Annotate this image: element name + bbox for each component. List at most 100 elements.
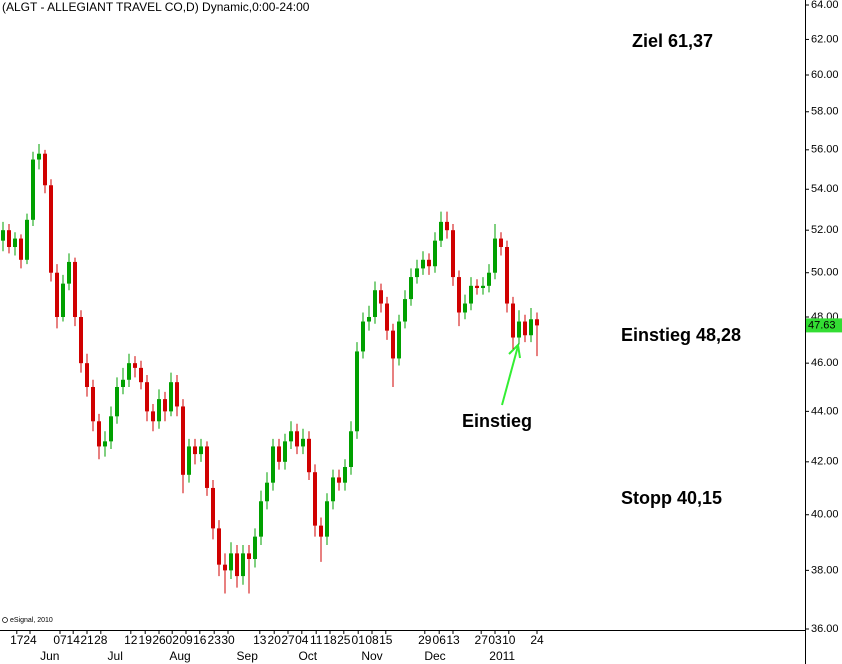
x-tick-label: 19 [139,633,153,647]
candle-body [1,230,5,241]
month-label: Sep [237,649,259,663]
candle-body [391,330,395,359]
x-tick-label: 20 [268,633,282,647]
candle-body [115,386,119,417]
candle-body [175,382,179,407]
x-tick-label: 21 [80,633,94,647]
x-tick-label: 27 [281,633,295,647]
candle-body [307,438,311,473]
candle-body [127,363,131,380]
candle-body [373,290,377,317]
x-tick-label: 11 [310,633,323,647]
x-tick-label: 13 [253,633,267,647]
candle-body [49,185,53,273]
x-tick-label: 10 [502,633,516,647]
candle-body [79,317,83,364]
candle-body [361,321,365,352]
candle-body [253,536,257,560]
candle-body [493,238,497,273]
candle-body [265,482,269,502]
candle-body [7,230,11,248]
candle-body [421,259,425,269]
y-tick-label: 36.00 [811,623,839,635]
candle-body [19,238,23,260]
x-tick-label: 07 [53,633,67,647]
x-tick-label: 23 [208,633,222,647]
candle-body [193,446,197,455]
candle-body [385,303,389,331]
last-price-box [806,318,842,333]
candle-body [85,363,89,387]
copyright-icon [2,617,8,623]
candle-body [451,230,455,278]
candle-body [367,317,371,322]
y-tick-label: 44.00 [811,405,839,417]
x-tick-label: 01 [352,633,366,647]
candle-body [301,438,305,447]
x-tick-label: 08 [365,633,379,647]
month-label: Jul [108,649,123,663]
x-tick-label: 03 [488,633,502,647]
y-tick-label: 56.00 [811,144,839,156]
candle-body [151,411,155,422]
arrow [501,342,521,406]
x-tick-label: 14 [67,633,81,647]
x-tick-label: 04 [295,633,309,647]
candle-body [97,421,101,447]
candle-body [487,272,491,286]
candle-body [319,525,323,537]
candle-body [337,477,341,483]
candle-body [325,501,329,537]
candle-body [295,431,299,447]
candle-body [505,247,509,304]
y-tick-label: 62.00 [811,33,839,45]
month-label: 2011 [489,649,515,663]
candle-body [121,379,125,387]
candle-body [331,477,335,502]
candle-body [145,382,149,412]
candle-body [313,472,317,526]
y-tick-label: 40.00 [811,509,839,521]
annotation: Ziel 61,37 [632,31,713,51]
candle-body [187,446,191,475]
x-tick-label: 15 [379,633,393,647]
x-tick-label: 26 [152,633,166,647]
candle-body [523,321,527,336]
candle-body [235,553,239,577]
candle-body [271,446,275,483]
candle-body [469,285,473,304]
candle-body [475,285,479,289]
chart-title: (ALGT - ALLEGIANT TRAVEL CO,D) Dynamic,0… [2,0,310,14]
y-tick-label: 64.00 [811,0,839,11]
candle-body [529,319,533,336]
candle-body [499,238,503,248]
candle-body [91,386,95,422]
candle-body [13,238,17,248]
y-tick-label: 58.00 [811,106,839,118]
month-label: Oct [298,649,317,663]
x-tick-label: 17 [10,633,24,647]
candle-body [211,487,215,529]
candle-body [427,259,431,267]
x-tick-label: 18 [323,633,337,647]
candle-body [415,268,419,278]
x-tick-label: 06 [433,633,447,647]
candle-body [277,446,281,462]
candle-body [355,351,359,432]
candle-body [289,431,293,442]
candle-body [37,153,41,160]
candle-body [25,219,29,260]
annotation: Stopp 40,15 [621,488,722,508]
candle-body [283,441,287,462]
month-label: Dec [424,649,445,663]
annotation: Einstieg [462,411,532,431]
candle-body [205,446,209,488]
y-tick-label: 42.00 [811,456,839,468]
candle-body [481,285,485,289]
x-tick-label: 30 [221,633,235,647]
candle-body [157,399,161,422]
candle-body [133,363,137,368]
candle-body [73,261,77,317]
annotation: Einstieg 48,28 [621,325,741,345]
